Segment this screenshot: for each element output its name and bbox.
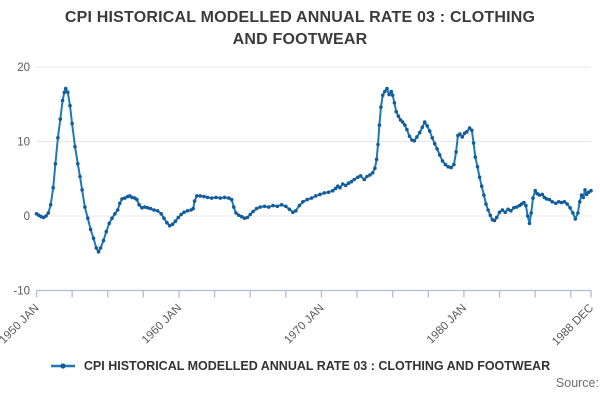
x-tick-label: 1980 JAN (425, 302, 469, 346)
legend-line-marker-icon (50, 363, 75, 369)
y-tick-label: -10 (13, 286, 30, 298)
chart-title: CPI HISTORICAL MODELLED ANNUAL RATE 03 :… (64, 9, 536, 49)
y-tick-label: 20 (17, 62, 30, 74)
x-axis (35, 289, 592, 298)
gridlines (36, 66, 591, 217)
x-tick-label: 1950 JAN (0, 302, 42, 346)
legend-label: CPI HISTORICAL MODELLED ANNUAL RATE 03 :… (83, 359, 551, 373)
y-tick-label: 10 (17, 137, 30, 149)
x-tick-label: 1988 DEC (550, 302, 596, 348)
x-axis-labels: 1950 JAN 1960 JAN 1970 JAN 1980 JAN 1988 DEC (0, 302, 596, 348)
series-line (35, 87, 592, 253)
source-note: Source: (555, 376, 599, 390)
y-tick-label: 0 (24, 211, 30, 223)
x-tick-label: 1960 JAN (140, 302, 184, 346)
y-axis-labels: -10 0 10 20 (13, 62, 30, 298)
x-tick-label: 1970 JAN (282, 302, 326, 346)
series-cpi-historical-modelled-annual-rate-03-clothing-and-footwear (34, 86, 593, 254)
legend[interactable]: CPI HISTORICAL MODELLED ANNUAL RATE 03 :… (0, 359, 600, 373)
